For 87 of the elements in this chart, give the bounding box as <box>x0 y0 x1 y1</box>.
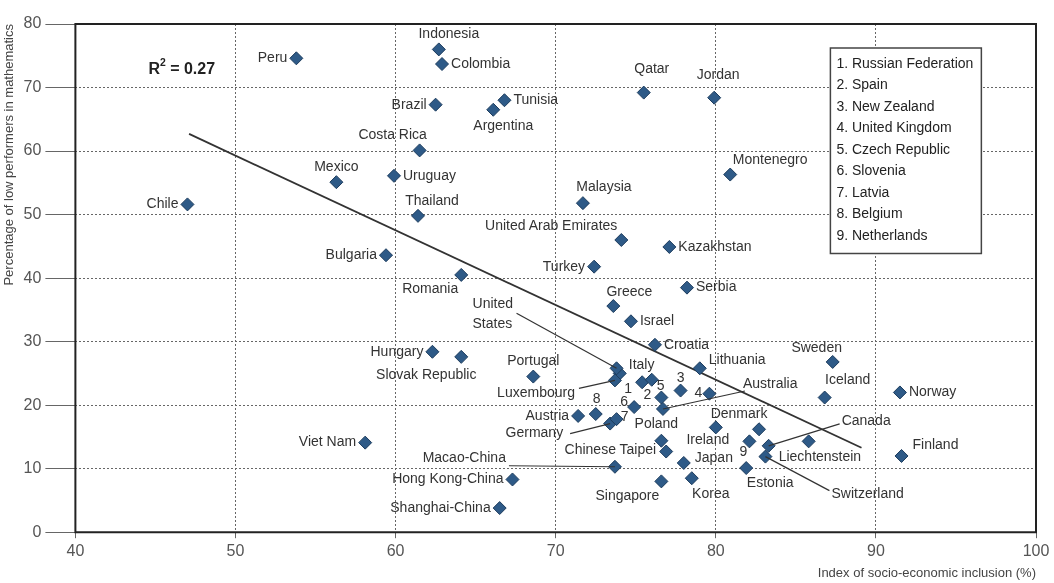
annotation: Iceland <box>825 371 871 388</box>
annotation: Austria <box>525 406 570 423</box>
y-tick-label: 40 <box>23 268 42 286</box>
annotation: Uruguay <box>403 166 456 183</box>
x-tick-label: 90 <box>867 542 885 560</box>
annotation: Montenegro <box>732 151 808 168</box>
x-tick-label: 100 <box>1022 542 1050 560</box>
annotation: Liechtenstein <box>778 448 862 465</box>
x-axis-title: Index of socio-economic inclusion (%) <box>817 564 1036 580</box>
annotation: 9. Netherlands <box>836 226 928 243</box>
annotation: Sweden <box>791 338 842 355</box>
annotation: 5. Czech Republic <box>836 140 951 157</box>
annotation: Shanghai-China <box>390 498 491 515</box>
annotation: Denmark <box>710 405 769 422</box>
annotation: 8. Belgium <box>836 205 903 222</box>
annotation: Brazil <box>391 95 427 112</box>
annotation: 3. New Zealand <box>836 97 935 114</box>
y-tick-label: 60 <box>23 141 42 159</box>
annotation: Tunisia <box>513 91 559 108</box>
annotation: Chile <box>146 195 179 212</box>
annotation: Kazakhstan <box>678 237 752 254</box>
annotation: Romania <box>402 279 459 296</box>
annotation: Turkey <box>542 257 586 274</box>
y-tick-label: 70 <box>23 77 42 95</box>
x-tick-label: 40 <box>66 542 85 560</box>
annotation: Croatia <box>663 335 710 352</box>
annotation: Italy <box>628 356 655 373</box>
annotation: Estonia <box>746 473 794 490</box>
annotation: Germany <box>505 424 564 441</box>
annotation: Japan <box>694 448 733 465</box>
annotation: Switzerland <box>831 485 904 502</box>
annotation: 2 <box>643 386 652 403</box>
annotation: 7 <box>620 407 629 424</box>
y-tick-label: 10 <box>23 459 42 477</box>
annotation: Ireland <box>686 431 730 448</box>
annotation: Greece <box>606 282 653 299</box>
annotation: Singapore <box>595 487 660 504</box>
annotation: Portugal <box>507 352 560 369</box>
y-axis-title: Percentage of low performers in mathematics <box>1 23 17 286</box>
annotation: Norway <box>908 383 957 400</box>
annotation: Canada <box>841 411 891 428</box>
annotation: Thailand <box>405 191 459 208</box>
annotation: 5 <box>656 376 665 393</box>
annotation: Costa Rica <box>358 126 428 143</box>
annotation: Hong Kong-China <box>392 470 504 487</box>
annotation: Bulgaria <box>325 246 378 263</box>
annotation: 9 <box>739 443 748 460</box>
annotation: Australia <box>742 374 798 391</box>
y-tick-label: 50 <box>23 204 42 222</box>
y-tick-label: 80 <box>23 14 42 32</box>
y-tick-label: 20 <box>23 395 42 413</box>
annotation: Peru <box>257 49 288 66</box>
annotation: 2. Spain <box>836 76 888 93</box>
annotation: Indonesia <box>418 25 480 42</box>
annotation: Hungary <box>370 342 424 359</box>
annotation: 7. Latvia <box>836 183 890 200</box>
annotation: Lithuania <box>708 351 766 368</box>
annotation: Malaysia <box>576 178 632 194</box>
annotation: Luxembourg <box>497 384 575 401</box>
x-tick-label: 50 <box>226 542 245 560</box>
annotation: Jordan <box>696 65 740 82</box>
annotation: United Arab Emirates <box>485 216 618 233</box>
annotation: Slovak Republic <box>376 365 477 382</box>
annotation: Qatar <box>634 60 670 77</box>
annotation: Serbia <box>695 278 737 295</box>
annotation: Poland <box>634 414 679 431</box>
annotation: Argentina <box>473 116 534 133</box>
annotation: Macao-China <box>422 448 507 465</box>
annotation: Mexico <box>314 158 359 175</box>
annotation: Chinese Taipei <box>564 441 657 458</box>
annotation: 8 <box>592 389 601 406</box>
annotation: Israel <box>639 312 675 329</box>
x-tick-label: 70 <box>546 542 565 560</box>
annotation: 4 <box>694 383 703 400</box>
x-tick-label: 80 <box>706 542 725 560</box>
annotation: 4. United Kingdom <box>836 119 952 136</box>
annotation: 6. Slovenia <box>836 162 906 179</box>
y-tick-label: 30 <box>23 332 42 350</box>
annotation: United States <box>472 295 514 332</box>
annotation: Colombia <box>451 54 511 71</box>
annotation: 3 <box>676 369 685 386</box>
annotation: 1. Russian Federation <box>836 54 974 71</box>
annotation: Korea <box>692 485 730 502</box>
annotation: Finland <box>912 435 959 452</box>
x-tick-label: 60 <box>386 542 405 560</box>
annotation: Viet Nam <box>298 433 357 450</box>
y-tick-label: 0 <box>32 522 42 540</box>
